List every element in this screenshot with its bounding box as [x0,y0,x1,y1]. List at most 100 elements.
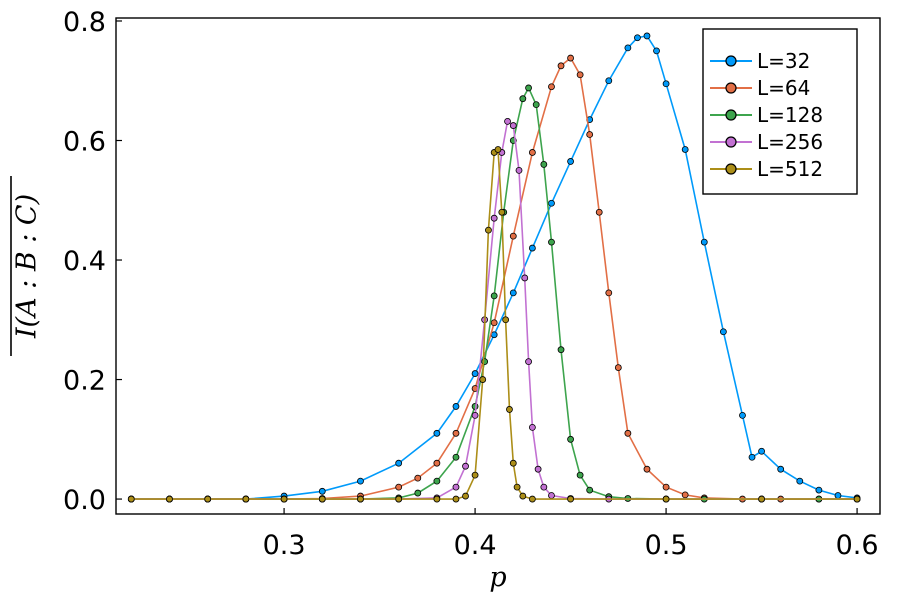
data-point [540,161,548,168]
data-point [557,62,565,70]
data-point [528,244,536,252]
legend-label: L=32 [757,49,810,73]
data-point [662,483,670,491]
legend-marker [725,55,737,67]
data-point [452,429,460,437]
data-point [528,423,536,431]
x-axis-title: p [489,562,506,593]
data-point [504,117,511,125]
plot-area [115,17,881,515]
data-point [586,486,594,494]
data-point [567,158,574,165]
data-point [521,274,529,282]
data-point [452,483,460,491]
data-point [462,462,469,470]
data-point [758,447,765,455]
data-point [395,495,403,503]
data-point [576,471,584,479]
data-point [280,495,288,503]
data-point [528,495,536,503]
y-axis-ticks: 0.0 0.2 0.4 0.6 0.8 [63,7,122,516]
data-point [557,346,565,354]
data-point [567,495,574,503]
data-point [506,406,513,413]
legend-marker [725,82,737,94]
y-tick-label: 0.6 [63,127,106,158]
data-point [528,149,536,156]
data-point [509,122,517,129]
data-point [662,495,670,503]
data-point [719,328,727,336]
data-point [166,495,173,503]
data-point [485,226,492,234]
data-point [534,465,542,473]
data-point [414,474,422,482]
legend-label: L=64 [757,76,810,100]
data-point [532,101,540,109]
data-point [834,492,842,499]
legend-marker [725,109,737,121]
data-point [525,84,532,92]
x-tick-label: 0.3 [263,530,306,561]
data-point [567,54,574,62]
data-point [513,483,521,491]
data-point [681,491,689,499]
data-point [853,495,861,503]
data-point [498,208,506,216]
data-point [548,83,555,91]
data-point [452,403,460,410]
data-point [525,358,532,366]
data-point [515,166,523,174]
legend-entry: L=64 [710,76,810,100]
data-point [576,71,584,79]
data-point [624,429,632,437]
legend-entry: L=512 [710,157,823,181]
x-tick-label: 0.5 [645,530,688,561]
data-point [357,477,364,485]
x-tick-label: 0.6 [836,530,879,561]
data-point [758,495,765,503]
data-point [509,289,517,297]
data-point [490,214,498,222]
legend-entry: L=32 [710,49,810,73]
data-point [681,146,689,153]
data-point [452,495,460,503]
y-tick-label: 0.0 [63,485,106,516]
x-tick-label: 0.4 [454,530,497,561]
data-point [127,495,135,503]
legend-label: L=128 [757,103,823,127]
data-point [318,487,326,495]
y-tick-label: 0.8 [63,7,106,38]
plot-frame [115,17,881,515]
data-point [433,429,441,437]
data-point [395,483,403,491]
data-point [509,232,517,240]
y-axis-title: I(A : B : C) [12,194,43,339]
data-point [700,238,708,246]
legend-marker [725,163,737,175]
data-point [643,465,651,473]
data-point [433,459,441,467]
data-point [605,77,613,85]
data-point [567,435,574,443]
series-l-512 [127,146,861,503]
data-point [414,489,422,497]
data-point [433,495,441,503]
data-point [548,199,555,207]
data-point [318,495,326,503]
data-point [471,370,479,377]
data-point [433,477,441,485]
legend-marker [725,136,737,148]
data-point [395,459,403,467]
y-tick-label: 0.2 [63,366,106,397]
data-point [509,459,517,467]
data-point [624,44,632,52]
y-tick-label: 0.4 [63,246,106,277]
data-point [586,131,594,138]
data-point [479,376,487,383]
data-point [595,208,603,216]
data-point [494,146,502,153]
legend-label: L=256 [757,130,823,154]
data-point [242,495,250,503]
